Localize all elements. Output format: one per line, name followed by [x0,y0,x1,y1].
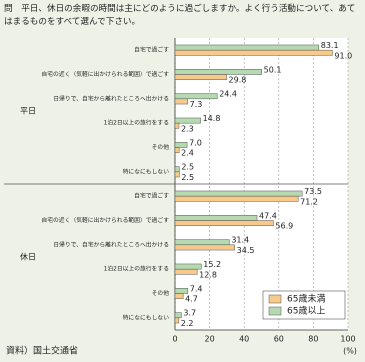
value-label: 71.2 [300,197,318,206]
x-tick-label: 20 [205,335,215,344]
bar [174,215,258,221]
legend-swatch [268,306,282,316]
value-label: 4.7 [185,295,198,304]
bar [174,268,198,275]
bar [174,142,188,148]
bar [174,117,201,124]
bar [174,293,184,299]
bar [174,190,303,197]
y-tick-label: 自宅で過ごす [134,46,169,54]
value-label: 3.7 [183,309,196,318]
group-label: 休日 [20,252,36,262]
y-tick-label: 日帰りで、自宅から離れたところへ出かける [53,94,169,102]
value-label: 14.8 [203,114,221,123]
value-label: 34.5 [237,246,255,255]
y-tick-label: 1泊2日以上の旅行をする [104,265,169,273]
legend-label: 65歳以上 [287,305,325,317]
chart-title: 問 平日、休日の余暇の時間は主にどのように過ごしますか。よく行う活動について、あ… [4,4,356,27]
bar [174,317,180,324]
value-label: 2.4 [181,149,194,158]
y-tick-label: その他 [152,143,170,151]
bar [174,239,230,246]
bar [174,49,333,56]
bar [174,195,299,202]
y-tick-label: 1泊2日以上の旅行をする [104,119,169,127]
bar [174,74,227,80]
group-label: 平日 [20,107,36,116]
x-tick-label: 40 [239,335,249,344]
source: 資料）国土交通省 [6,345,78,357]
bar [174,122,180,129]
bar [174,147,180,153]
bar [174,312,182,319]
value-label: 83.1 [321,41,339,50]
value-label: 91.0 [334,51,352,60]
y-tick-label: 自宅で過ごす [134,192,169,200]
x-unit: (%) [343,347,357,356]
value-label: 31.4 [231,236,249,245]
bar [174,263,202,270]
value-label: 56.9 [275,222,293,231]
bar [174,244,235,251]
value-label: 7.3 [190,100,203,109]
legend-swatch [268,294,282,304]
x-tick-label: 80 [308,335,318,344]
y-tick-label: 日帰りで、自宅から離れたところへ出かける [53,240,169,248]
legend-label: 65歳未満 [287,293,325,305]
bar [174,166,180,173]
y-tick-label: 自宅の近く（気軽に出かけられる範囲）で過ごす [41,216,169,224]
x-tick-label: 60 [274,335,284,344]
value-label: 24.4 [219,90,237,99]
bar [174,93,218,100]
value-label: 29.8 [229,76,247,85]
y-tick-label: 特になにもしない [123,167,170,175]
x-tick-label: 100 [340,335,355,344]
y-tick-label: その他 [152,289,170,297]
bar [174,288,189,294]
bar [174,220,274,226]
value-label: 2.5 [181,173,194,182]
x-tick-label: 0 [172,335,177,344]
bar [174,44,320,51]
value-label: 50.1 [264,65,282,74]
value-label: 2.3 [181,124,194,133]
bar [174,171,180,178]
value-label: 73.5 [304,187,322,196]
value-label: 2.2 [181,319,194,328]
value-label: 15.2 [203,260,221,269]
value-label: 2.5 [181,163,194,172]
y-tick-label: 自宅の近く（気軽に出かけられる範囲）で過ごす [41,70,169,78]
value-label: 47.4 [259,211,277,220]
y-tick-label: 特になにもしない [123,313,170,321]
value-label: 7.4 [190,284,203,293]
bar [174,69,262,75]
value-label: 7.0 [189,138,202,147]
bar [174,98,188,105]
value-label: 12.8 [199,270,217,279]
